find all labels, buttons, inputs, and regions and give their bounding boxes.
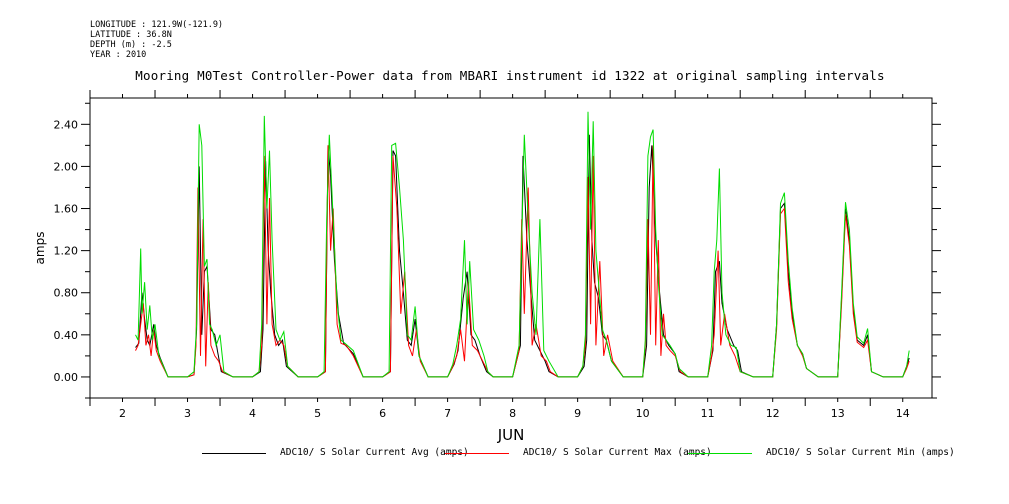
y-tick-label: 2.40 (54, 118, 79, 131)
plot-frame (89, 97, 933, 399)
y-tick-label: 0.40 (54, 329, 79, 342)
x-tick-label: 2 (119, 407, 126, 420)
x-tick-label: 14 (896, 407, 910, 420)
x-tick-label: 10 (636, 407, 650, 420)
y-axis: 0.00 0.40 0.80 1.20 1.60 2.00 2.40 (54, 102, 941, 399)
y-tick-label: 1.20 (54, 245, 79, 258)
metadata-block: LONGITUDE : 121.9W(-121.9) LATITUDE : 36… (90, 20, 223, 60)
latitude-label: LATITUDE : 36.8N (90, 30, 172, 40)
x-tick-label: 4 (249, 407, 256, 420)
x-tick-label: 7 (444, 407, 451, 420)
legend-swatch-min (688, 453, 752, 454)
longitude-label: LONGITUDE : 121.9W(-121.9) (90, 20, 224, 30)
legend-label-min: ADC10/ S Solar Current Min (amps) (766, 447, 955, 458)
y-tick-label: 2.00 (54, 160, 79, 173)
legend-swatch-max (445, 453, 509, 454)
series-line-2 (135, 111, 910, 378)
x-tick-label: 11 (701, 407, 715, 420)
legend-swatch-avg (202, 453, 266, 454)
x-tick-label: 3 (184, 407, 191, 420)
x-tick-label: 12 (766, 407, 780, 420)
legend-label-avg: ADC10/ S Solar Current Avg (amps) (280, 447, 469, 458)
x-tick-label: 6 (379, 407, 386, 420)
y-tick-label: 0.00 (54, 371, 79, 384)
x-tick-label: 8 (509, 407, 516, 420)
y-axis-label: amps (33, 232, 47, 265)
legend-label-max: ADC10/ S Solar Current Max (amps) (523, 447, 712, 458)
chart-title: Mooring M0Test Controller-Power data fro… (135, 68, 885, 83)
y-tick-label: 0.80 (54, 287, 79, 300)
x-axis-label: JUN (497, 426, 525, 444)
x-axis: 2 3 4 5 6 7 8 9 10 11 12 13 14 (89, 90, 910, 420)
year-label: YEAR : 2010 (90, 50, 147, 60)
series-layer (135, 111, 910, 378)
y-tick-label: 1.60 (54, 203, 79, 216)
x-tick-label: 13 (831, 407, 845, 420)
x-tick-label: 5 (314, 407, 321, 420)
depth-label: DEPTH (m) : -2.5 (90, 40, 172, 50)
x-tick-label: 9 (574, 407, 581, 420)
